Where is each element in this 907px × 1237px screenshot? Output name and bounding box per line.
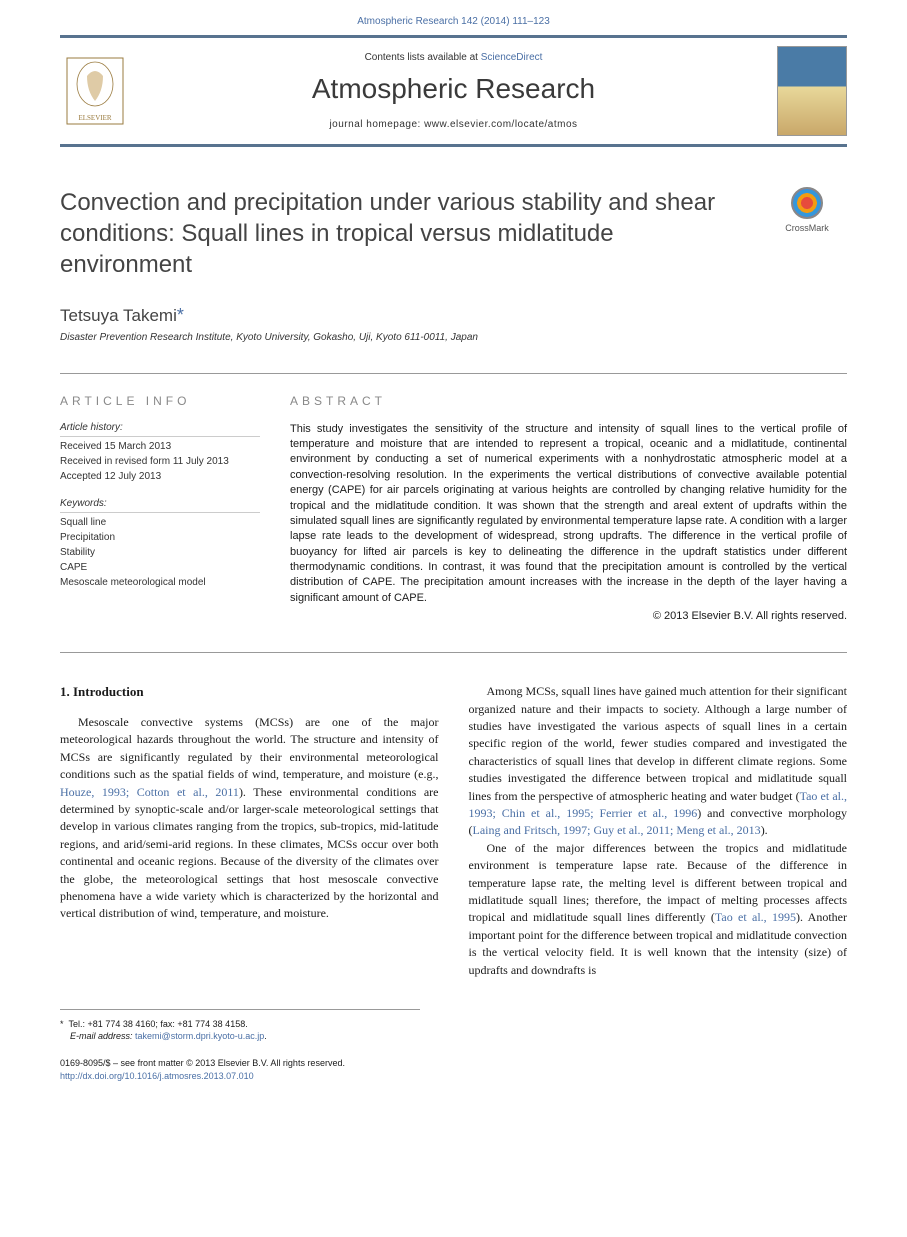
crossmark-badge[interactable]: CrossMark: [767, 187, 847, 233]
corresponding-author-marker: *: [177, 305, 184, 325]
section-heading: 1. Introduction: [60, 683, 439, 702]
elsevier-logo: ELSEVIER: [60, 51, 130, 131]
article-body: 1. Introduction Mesoscale convective sys…: [60, 683, 847, 979]
crossmark-icon: [791, 187, 823, 219]
citation-line: Atmospheric Research 142 (2014) 111–123: [0, 0, 907, 35]
article-history-label: Article history:: [60, 422, 260, 437]
abstract-text: This study investigates the sensitivity …: [290, 422, 847, 607]
article-history-dates: Received 15 March 2013 Received in revis…: [60, 439, 260, 484]
abstract-heading: ABSTRACT: [290, 394, 847, 408]
keyword-item: Squall line: [60, 515, 260, 530]
journal-homepage: journal homepage: www.elsevier.com/locat…: [150, 119, 757, 130]
abstract-copyright: © 2013 Elsevier B.V. All rights reserved…: [290, 610, 847, 622]
author-affiliation: Disaster Prevention Research Institute, …: [60, 332, 847, 343]
body-paragraph: One of the major differences between the…: [469, 840, 848, 979]
keyword-item: Precipitation: [60, 530, 260, 545]
abstract-panel: ABSTRACT This study investigates the sen…: [290, 394, 847, 623]
issn-copyright: 0169-8095/$ – see front matter © 2013 El…: [60, 1057, 847, 1070]
doi-link[interactable]: http://dx.doi.org/10.1016/j.atmosres.201…: [60, 1071, 254, 1081]
contents-available: Contents lists available at ScienceDirec…: [150, 52, 757, 63]
body-paragraph: Among MCSs, squall lines have gained muc…: [469, 683, 848, 840]
article-info-panel: ARTICLE INFO Article history: Received 1…: [60, 394, 260, 623]
citation-link[interactable]: Tao et al., 1995: [715, 910, 796, 924]
corresponding-author-footnote: * Tel.: +81 774 38 4160; fax: +81 774 38…: [60, 1018, 420, 1031]
journal-cover-thumbnail: [777, 46, 847, 136]
keyword-item: Stability: [60, 545, 260, 560]
homepage-url[interactable]: www.elsevier.com/locate/atmos: [424, 119, 577, 130]
article-info-heading: ARTICLE INFO: [60, 394, 260, 408]
keyword-item: Mesoscale meteorological model: [60, 575, 260, 590]
footnote-section: * Tel.: +81 774 38 4160; fax: +81 774 38…: [60, 1009, 420, 1043]
body-column-left: 1. Introduction Mesoscale convective sys…: [60, 683, 439, 979]
author-name: Tetsuya Takemi*: [60, 305, 847, 326]
svg-text:ELSEVIER: ELSEVIER: [78, 114, 111, 122]
journal-name: Atmospheric Research: [150, 73, 757, 105]
keywords-label: Keywords:: [60, 498, 260, 513]
section-divider: [60, 652, 847, 653]
citation-link[interactable]: Houze, 1993; Cotton et al., 2011: [60, 785, 239, 799]
email-footnote: E-mail address: takemi@storm.dpri.kyoto-…: [60, 1030, 420, 1043]
journal-header: ELSEVIER Contents lists available at Sci…: [60, 35, 847, 147]
article-title: Convection and precipitation under vario…: [60, 187, 767, 281]
body-paragraph: Mesoscale convective systems (MCSs) are …: [60, 714, 439, 923]
citation-link[interactable]: Laing and Fritsch, 1997; Guy et al., 201…: [473, 823, 761, 837]
sciencedirect-link[interactable]: ScienceDirect: [481, 52, 543, 63]
keywords-list: Squall line Precipitation Stability CAPE…: [60, 515, 260, 590]
body-column-right: Among MCSs, squall lines have gained muc…: [469, 683, 848, 979]
keyword-item: CAPE: [60, 560, 260, 575]
page-footer: 0169-8095/$ – see front matter © 2013 El…: [60, 1057, 847, 1082]
crossmark-label: CrossMark: [767, 223, 847, 233]
author-email-link[interactable]: takemi@storm.dpri.kyoto-u.ac.jp: [135, 1031, 264, 1041]
